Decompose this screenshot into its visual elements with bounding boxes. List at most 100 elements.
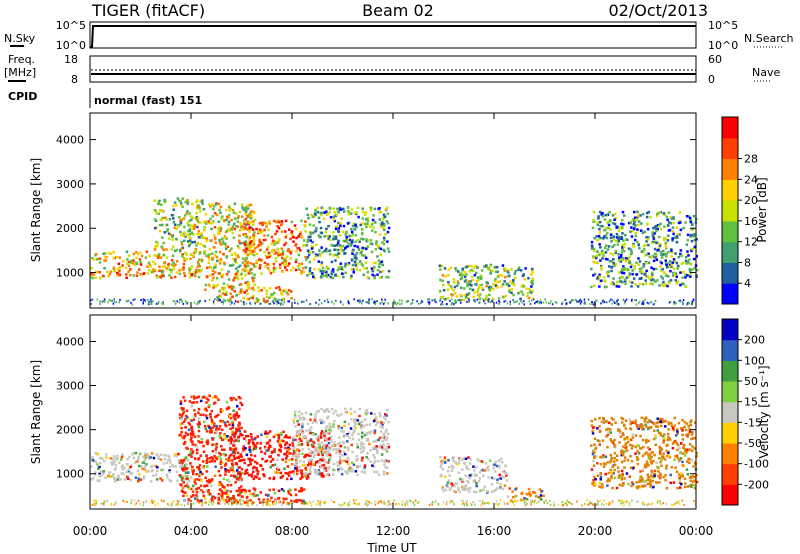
echo-cell — [345, 460, 349, 463]
echo-cell — [318, 252, 321, 256]
echo-cell — [98, 472, 101, 476]
echo-cell — [142, 302, 144, 305]
echo-cell — [618, 256, 621, 259]
echo-cell — [611, 222, 615, 225]
echo-cell — [623, 245, 626, 249]
echo-cell — [190, 272, 193, 276]
echo-cell — [158, 223, 162, 227]
echo-cell — [686, 435, 689, 438]
echo-cell — [320, 421, 323, 425]
echo-cell — [330, 243, 333, 247]
echo-cell — [630, 263, 633, 266]
echo-cell — [224, 488, 227, 492]
echo-cell — [209, 413, 212, 416]
echo-cell — [115, 255, 118, 259]
echo-cell — [323, 249, 327, 252]
echo-cell — [322, 446, 326, 449]
echo-cell — [207, 253, 211, 256]
echo-cell — [591, 255, 595, 258]
echo-cell — [208, 404, 211, 407]
echo-cell — [610, 269, 613, 273]
echo-cell — [324, 230, 328, 234]
echo-cell — [361, 456, 364, 460]
echo-cell — [677, 255, 680, 259]
echo-cell — [183, 225, 186, 229]
echo-cell — [299, 477, 302, 480]
echo-cell — [224, 464, 227, 467]
echo-cell — [243, 263, 247, 266]
echo-cell — [92, 459, 95, 462]
echo-cell — [326, 466, 329, 470]
echo-cell — [375, 300, 377, 303]
echo-cell — [323, 467, 326, 470]
echo-cell — [510, 288, 514, 291]
echo-cell — [268, 255, 271, 258]
echo-cell — [174, 453, 177, 456]
echo-cell — [554, 301, 557, 304]
echo-cell — [612, 238, 616, 241]
echo-cell — [595, 299, 598, 302]
echo-cell — [616, 301, 618, 304]
echo-cell — [376, 300, 378, 302]
echo-cell — [301, 416, 305, 419]
echo-cell — [692, 475, 696, 479]
echo-cell — [236, 277, 240, 281]
echo-cell — [327, 237, 330, 240]
echo-cell — [384, 232, 387, 236]
echo-cell — [374, 230, 377, 234]
echo-cell — [212, 234, 216, 237]
echo-cell — [280, 293, 284, 296]
echo-cell — [324, 466, 328, 470]
echo-cell — [353, 224, 356, 227]
echo-cell — [440, 473, 443, 477]
echo-cell — [658, 211, 661, 214]
echo-cell — [316, 210, 320, 214]
echo-cell — [252, 263, 255, 266]
echo-cell — [650, 462, 653, 465]
echo-cell — [317, 469, 321, 472]
echo-cell — [181, 205, 184, 209]
echo-cell — [102, 470, 105, 473]
echo-cell — [115, 454, 119, 457]
echo-cell — [138, 464, 141, 468]
echo-cell — [190, 448, 193, 451]
echo-cell — [384, 417, 387, 421]
echo-cell — [297, 455, 300, 458]
echo-cell — [664, 245, 668, 248]
echo-cell — [533, 491, 537, 495]
echo-cell — [372, 440, 375, 443]
echo-cell — [188, 272, 191, 275]
echo-cell — [306, 240, 309, 244]
echo-cell — [307, 459, 310, 462]
echo-cell — [273, 243, 277, 246]
echo-cell — [136, 469, 140, 472]
echo-cell — [140, 299, 142, 301]
echo-cell — [618, 276, 622, 280]
echo-cell — [328, 426, 332, 430]
echo-cell — [123, 478, 127, 481]
echo-cell — [677, 264, 680, 268]
echo-cell — [303, 224, 306, 227]
velocity-data-layer — [90, 394, 699, 507]
echo-cell — [291, 233, 294, 237]
echo-cell — [296, 246, 299, 250]
echo-cell — [642, 300, 644, 303]
echo-cell — [188, 212, 191, 215]
echo-cell — [692, 436, 696, 440]
echo-cell — [111, 463, 114, 466]
echo-cell — [202, 494, 205, 498]
echo-cell — [236, 405, 239, 408]
echo-cell — [179, 483, 182, 486]
echo-cell — [325, 425, 329, 428]
echo-cell — [531, 289, 534, 293]
echo-cell — [540, 489, 544, 493]
echo-cell — [347, 422, 350, 425]
echo-cell — [351, 249, 354, 253]
echo-cell — [219, 229, 222, 232]
echo-cell — [641, 270, 644, 274]
echo-cell — [258, 266, 262, 270]
echo-cell — [613, 212, 617, 216]
echo-cell — [132, 259, 135, 262]
echo-cell — [596, 277, 599, 280]
echo-cell — [342, 430, 345, 433]
